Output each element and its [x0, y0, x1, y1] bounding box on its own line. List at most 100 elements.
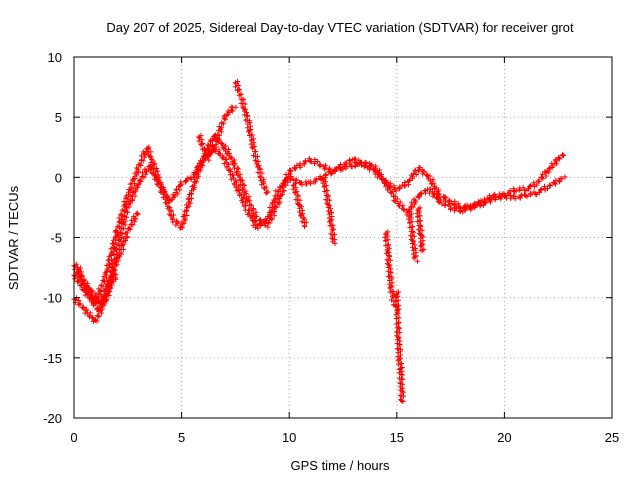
data-point — [101, 278, 107, 284]
data-point — [104, 291, 110, 298]
data-point — [94, 306, 100, 313]
data-point — [214, 132, 220, 138]
data-point — [393, 303, 399, 310]
y-axis-label: SDTVAR / TECUs — [6, 185, 21, 290]
data-point — [114, 224, 120, 230]
data-point — [132, 170, 138, 176]
data-point — [149, 170, 155, 176]
data-point — [405, 208, 411, 214]
data-point — [538, 186, 544, 192]
data-point — [234, 88, 241, 94]
data-point — [191, 169, 197, 176]
data-point — [116, 215, 122, 221]
series-track-h — [320, 175, 338, 246]
data-point — [137, 177, 143, 183]
data-point — [398, 371, 404, 377]
data-point — [386, 253, 393, 260]
data-point — [118, 225, 124, 231]
data-point — [242, 101, 248, 107]
data-point — [210, 143, 216, 149]
data-point — [322, 162, 328, 168]
data-point — [492, 197, 498, 203]
y-tick-label: 5 — [55, 110, 62, 125]
data-point — [438, 197, 444, 203]
data-point — [418, 247, 424, 253]
data-point — [421, 169, 427, 175]
data-point — [383, 243, 389, 249]
data-point — [213, 137, 219, 143]
data-point — [391, 197, 397, 204]
data-point — [297, 163, 303, 169]
data-point — [386, 245, 392, 251]
data-point — [183, 202, 190, 208]
data-point — [114, 242, 120, 248]
data-point — [268, 209, 274, 215]
data-point — [412, 198, 418, 204]
data-point — [84, 290, 91, 296]
data-point — [386, 185, 393, 191]
data-point — [108, 273, 114, 280]
y-tick-label: -5 — [50, 231, 62, 246]
data-point — [433, 195, 440, 201]
series-track-b — [71, 144, 568, 324]
data-point — [227, 155, 233, 161]
data-point — [276, 188, 282, 194]
data-point — [468, 206, 474, 212]
data-point — [252, 157, 258, 163]
data-point — [219, 120, 225, 126]
data-point — [387, 257, 393, 264]
data-point — [408, 215, 414, 221]
series-track-k — [406, 211, 421, 264]
data-point — [233, 104, 239, 110]
data-point — [507, 195, 514, 201]
data-point — [171, 194, 177, 201]
data-point — [236, 92, 242, 98]
data-point — [231, 157, 237, 163]
data-point — [330, 226, 337, 232]
data-point — [396, 341, 403, 347]
data-point — [379, 176, 385, 183]
data-point — [246, 207, 253, 214]
data-point — [122, 218, 128, 224]
data-point — [182, 179, 189, 185]
data-point — [106, 283, 112, 289]
data-point — [181, 212, 187, 218]
data-point — [113, 227, 119, 234]
data-point — [144, 148, 150, 154]
data-point — [257, 222, 263, 228]
x-tick-label: 10 — [282, 430, 296, 445]
data-point — [138, 153, 145, 159]
data-point — [554, 161, 560, 167]
data-point — [114, 228, 120, 235]
data-point — [394, 196, 400, 202]
data-point — [415, 213, 421, 220]
data-point — [395, 361, 402, 367]
data-point — [296, 209, 303, 215]
data-point — [288, 168, 294, 174]
data-point — [247, 203, 253, 209]
data-point — [285, 176, 291, 182]
data-point — [192, 178, 198, 185]
data-point — [257, 173, 263, 179]
data-point — [124, 230, 130, 236]
data-point — [244, 113, 251, 119]
data-point — [521, 187, 528, 193]
data-point — [89, 295, 95, 301]
data-point — [399, 397, 405, 404]
data-point — [422, 187, 428, 194]
data-point — [130, 189, 136, 196]
data-point — [150, 166, 157, 172]
series-track-f — [75, 265, 119, 313]
data-point — [242, 112, 248, 118]
data-point — [406, 207, 412, 213]
data-point — [121, 236, 127, 242]
data-point — [395, 293, 401, 299]
data-point — [182, 217, 188, 223]
data-point — [247, 132, 253, 139]
data-point — [328, 169, 334, 175]
data-point — [94, 313, 100, 319]
data-point — [148, 154, 154, 160]
data-point — [78, 269, 84, 275]
data-point — [559, 176, 565, 182]
data-point — [553, 158, 559, 164]
